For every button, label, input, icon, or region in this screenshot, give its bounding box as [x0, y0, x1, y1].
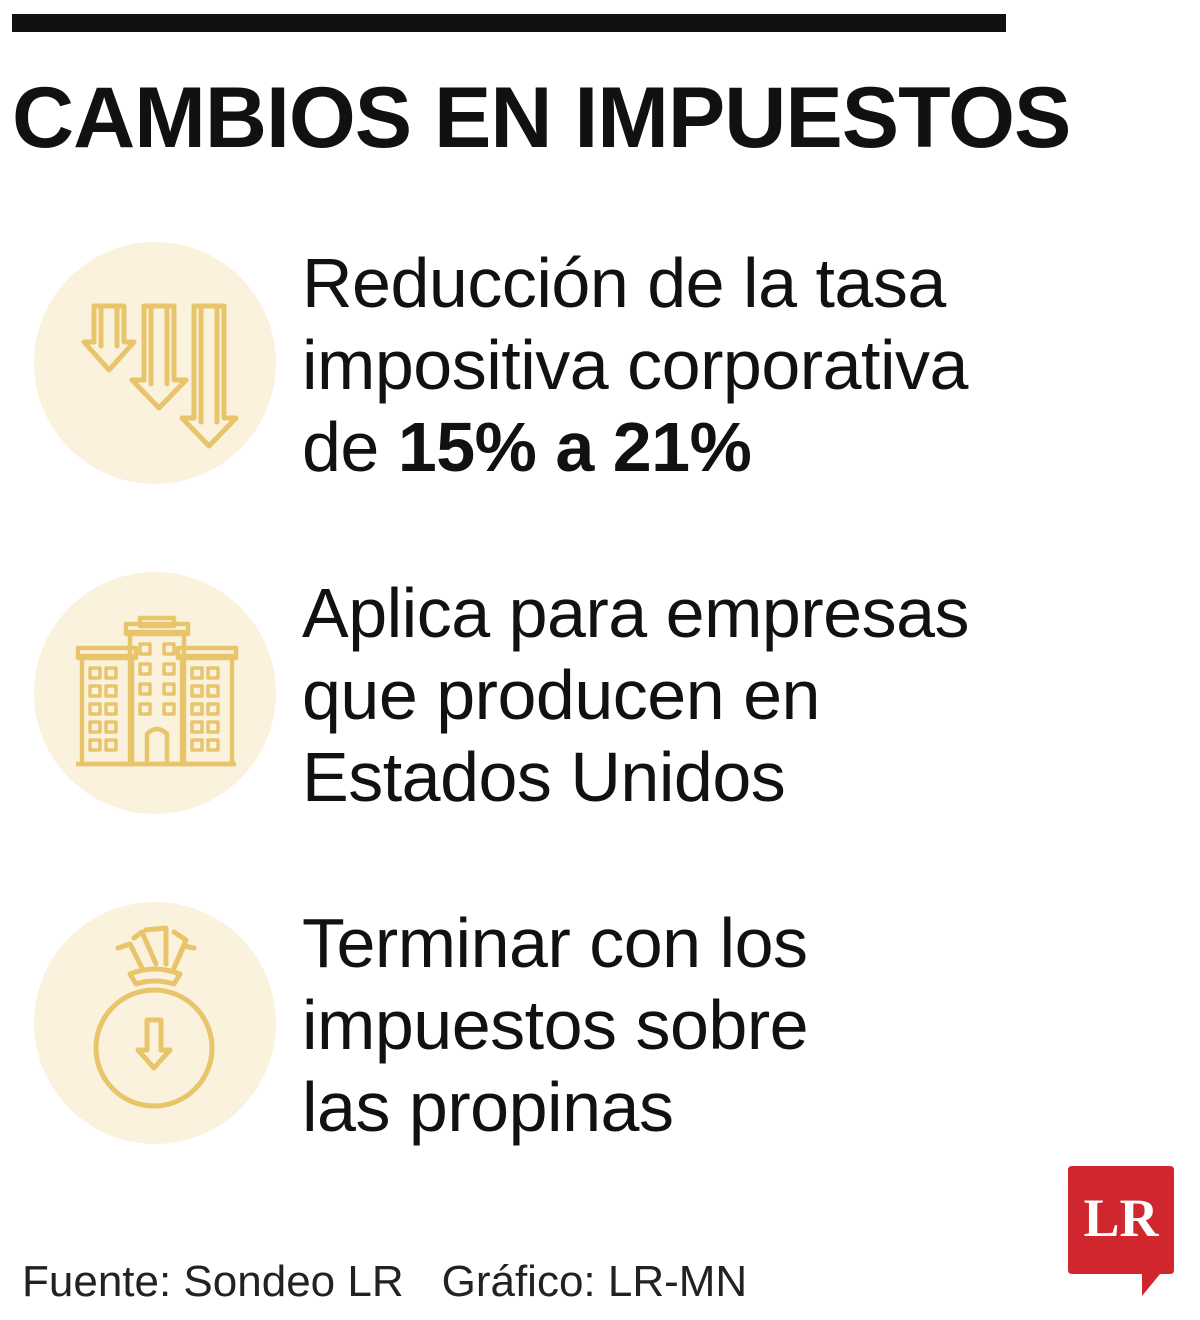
lr-logo: LR: [1068, 1166, 1174, 1296]
item-description: Terminar con los impuestos sobre las pro…: [302, 902, 1182, 1148]
item-description: Reducción de la tasa impositiva corporat…: [302, 242, 1182, 488]
rate-change-value: 15% a 21%: [397, 408, 752, 486]
item-line-prefix: de: [302, 408, 398, 486]
arrows-down-icon: [34, 242, 276, 484]
item-companies: Aplica para empresas que producen en Est…: [0, 572, 1200, 822]
item-line: impuestos sobre: [302, 986, 809, 1064]
item-line: las propinas: [302, 1068, 674, 1146]
item-tax-rate: Reducción de la tasa impositiva corporat…: [0, 242, 1200, 492]
infographic-title: CAMBIOS EN IMPUESTOS: [12, 70, 1071, 166]
logo-text: LR: [1083, 1188, 1159, 1248]
item-line: Terminar con los: [302, 904, 808, 982]
item-line: de 15% a 21%: [302, 406, 1182, 488]
top-rule: [12, 14, 1006, 32]
buildings-icon: [34, 572, 276, 814]
graphic-credit: Gráfico: LR-MN: [441, 1257, 748, 1306]
item-line: Aplica para empresas: [302, 574, 970, 652]
item-description: Aplica para empresas que producen en Est…: [302, 572, 1182, 818]
item-line: que producen en: [302, 656, 820, 734]
item-line: Estados Unidos: [302, 738, 786, 816]
money-bag-icon: [34, 902, 276, 1144]
item-line: impositiva corporativa: [302, 326, 968, 404]
item-line: Reducción de la tasa: [302, 244, 946, 322]
item-tips: Terminar con los impuestos sobre las pro…: [0, 902, 1200, 1152]
source-credits: Fuente: Sondeo LR Gráfico: LR-MN: [22, 1254, 747, 1310]
source-text: Fuente: Sondeo LR: [22, 1257, 404, 1306]
